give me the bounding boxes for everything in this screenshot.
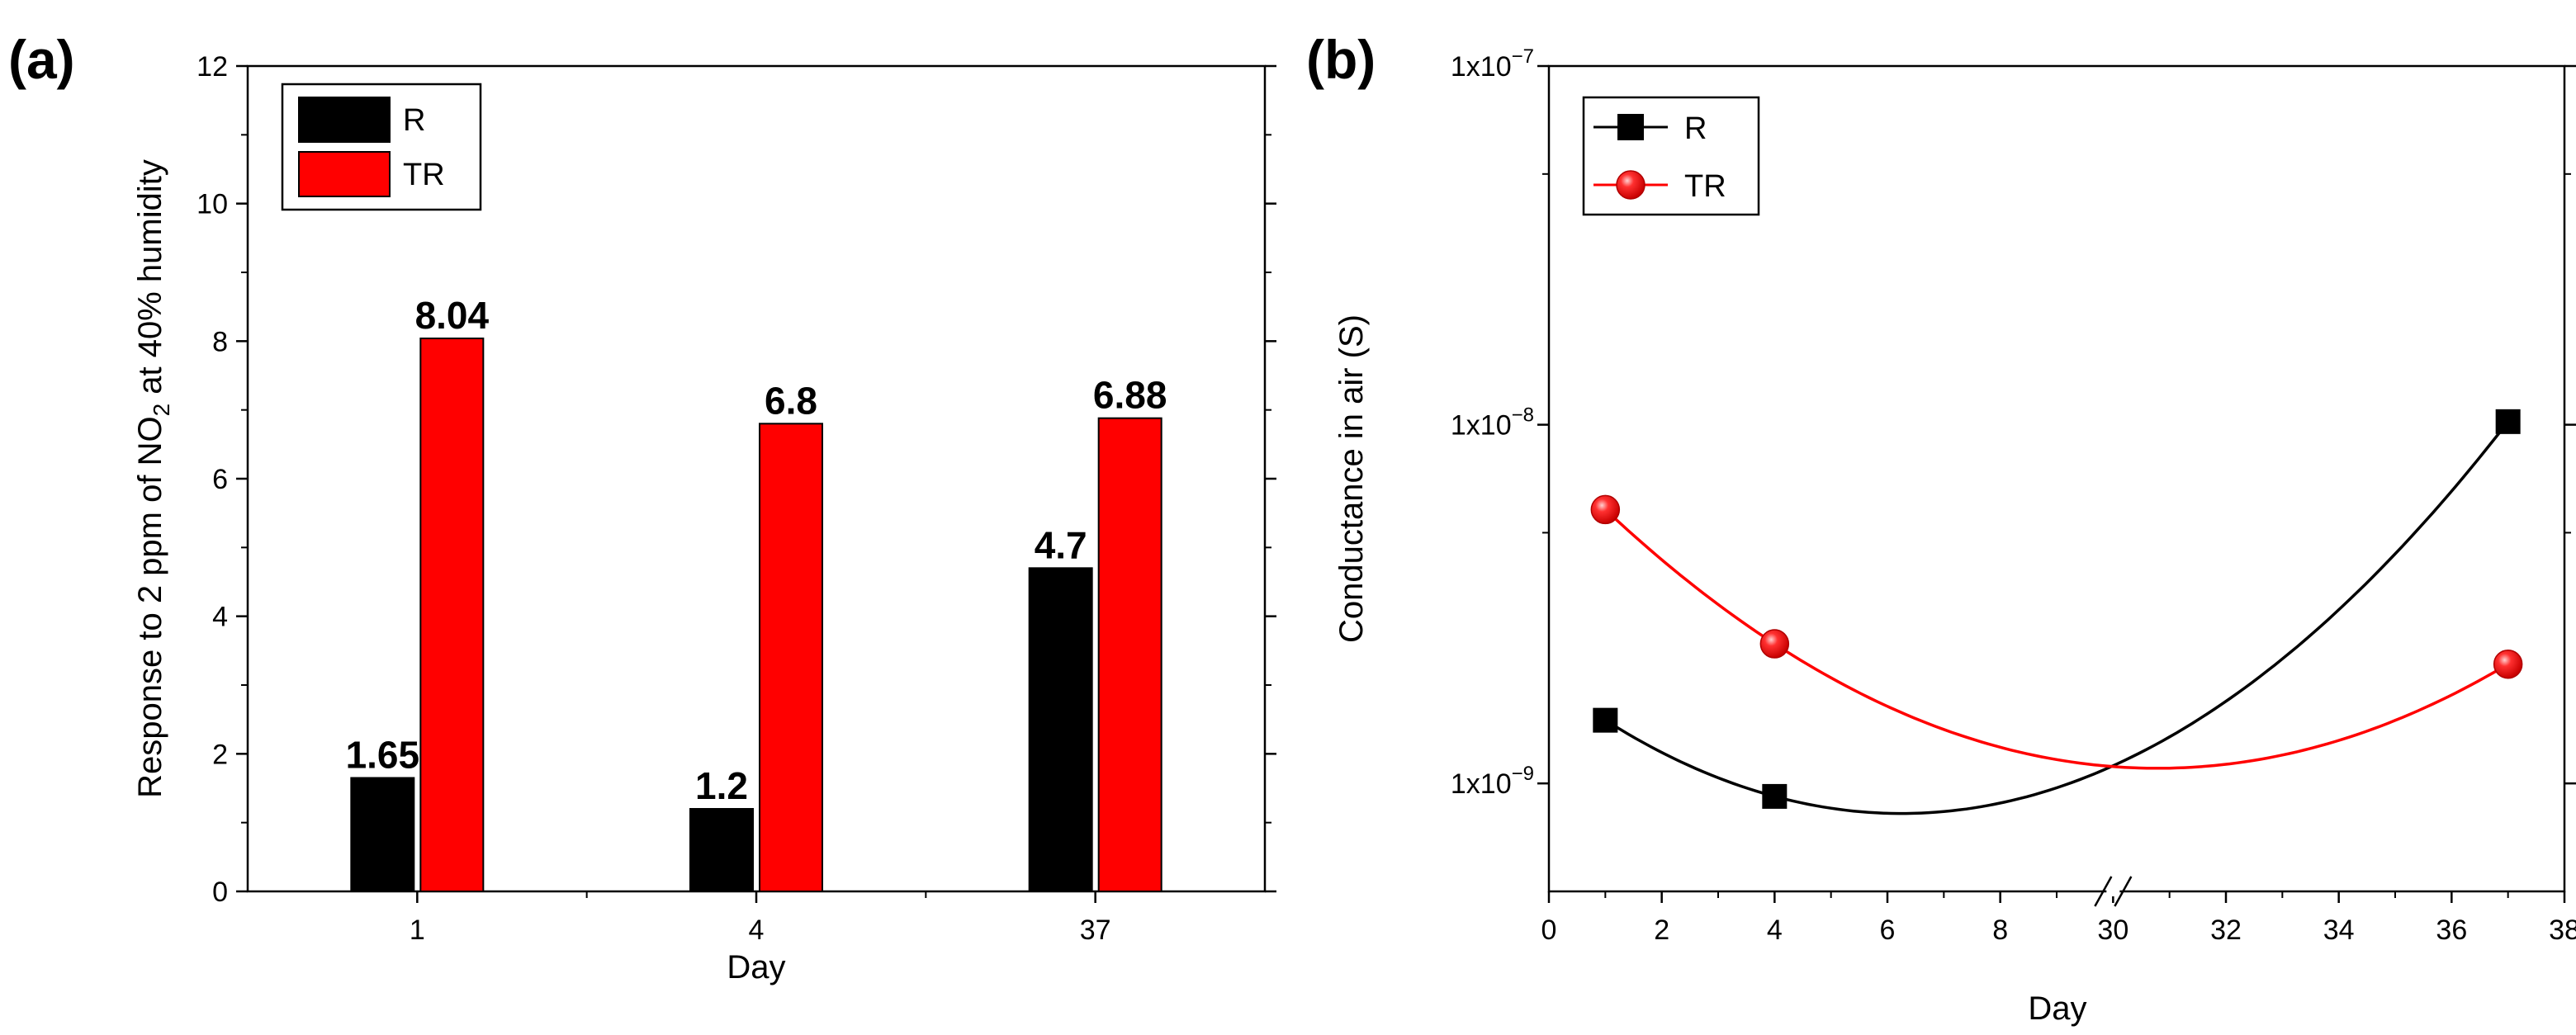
bar-r-day-4 [689, 808, 754, 892]
legend-label-r: R [1684, 111, 1707, 146]
x-tick-label: 4 [1767, 914, 1783, 946]
y-tick-label: 8 [212, 326, 228, 357]
y-tick-label: 6 [212, 464, 228, 495]
x-tick-label: 37 [1080, 914, 1111, 946]
data-label-r-day-1: 1.65 [346, 734, 420, 777]
x-tick-label: 1 [410, 914, 425, 946]
data-label-r-day-4: 1.2 [695, 764, 748, 807]
bar-tr-day-37 [1097, 417, 1163, 892]
x-tick-label: 2 [1654, 914, 1669, 946]
panel-b-y-axis-label: Conductance in air (S) [1333, 314, 1370, 643]
x-tick-label: 8 [1992, 914, 2008, 946]
point-tr-day-37 [2493, 649, 2523, 679]
point-tr-day-4 [1759, 629, 1790, 659]
legend-marker-r [1617, 114, 1644, 140]
y-tick-label: 1x10−7 [1451, 45, 1534, 83]
x-tick-label: 36 [2436, 914, 2467, 946]
axis-break-slash-right [2114, 876, 2133, 907]
data-label-r-day-37: 4.7 [1035, 523, 1087, 566]
x-tick-label: 6 [1880, 914, 1896, 946]
data-label-tr-day-4: 6.8 [765, 379, 817, 422]
y-tick-label: 4 [212, 602, 228, 633]
axis-break-gap [2106, 886, 2120, 896]
y-tick-label: 2 [212, 739, 228, 770]
x-tick-label: 4 [749, 914, 765, 946]
point-tr-day-1 [1590, 494, 1621, 525]
panel-a-label: (a) [8, 29, 75, 90]
data-label-tr-day-1: 8.04 [415, 294, 490, 337]
legend-swatch-r [298, 97, 391, 143]
panel-a-x-axis-label: Day [727, 949, 785, 985]
panel-b-label: (b) [1306, 29, 1376, 90]
x-tick-label: 34 [2323, 914, 2355, 946]
y-tick-label: 12 [197, 51, 228, 83]
bar-r-day-1 [350, 777, 415, 892]
y-tick-label: 0 [212, 877, 228, 908]
point-r-day-4 [1762, 783, 1788, 809]
bar-tr-day-4 [759, 423, 823, 892]
panel-a-y-axis-label: Response to 2 ppm of NO2 at 40% humidity [132, 159, 174, 798]
point-r-day-37 [2495, 409, 2521, 434]
y-tick-label: 1x10−9 [1451, 763, 1534, 800]
panel-b-legend-box [1582, 96, 1760, 216]
legend-label-tr: TR [1684, 169, 1726, 204]
data-label-tr-day-37: 6.88 [1093, 374, 1167, 417]
panel-b-line-chart: (b) 1x10−9 1x10−8 1x10−7 0 2 4 6 8 30 32 34 36 38 D… [1306, 29, 2576, 1027]
x-tick-label: 0 [1541, 914, 1557, 946]
legend-marker-tr [1616, 170, 1646, 200]
point-r-day-1 [1593, 707, 1618, 733]
panel-a-legend: R TR [281, 83, 482, 211]
bar-tr-day-1 [419, 338, 485, 892]
axis-break-marker [2094, 876, 2133, 907]
panel-b-x-axis-label: Day [2028, 990, 2086, 1027]
y-tick-label: 1x10−8 [1451, 404, 1534, 442]
panel-b-legend: R TR [1582, 96, 1760, 216]
legend-label-r: R [403, 103, 425, 138]
x-tick-label: 30 [2097, 914, 2129, 946]
axis-break-slash-left [2094, 876, 2113, 907]
legend-swatch-tr [298, 151, 391, 197]
series-line-r [1604, 420, 2510, 815]
series-line-tr [1604, 508, 2509, 770]
y-tick-label: 10 [197, 189, 228, 220]
x-tick-label: 32 [2210, 914, 2242, 946]
x-tick-label: 38 [2549, 914, 2576, 946]
bar-r-day-37 [1028, 567, 1093, 892]
legend-label-tr: TR [403, 158, 445, 192]
